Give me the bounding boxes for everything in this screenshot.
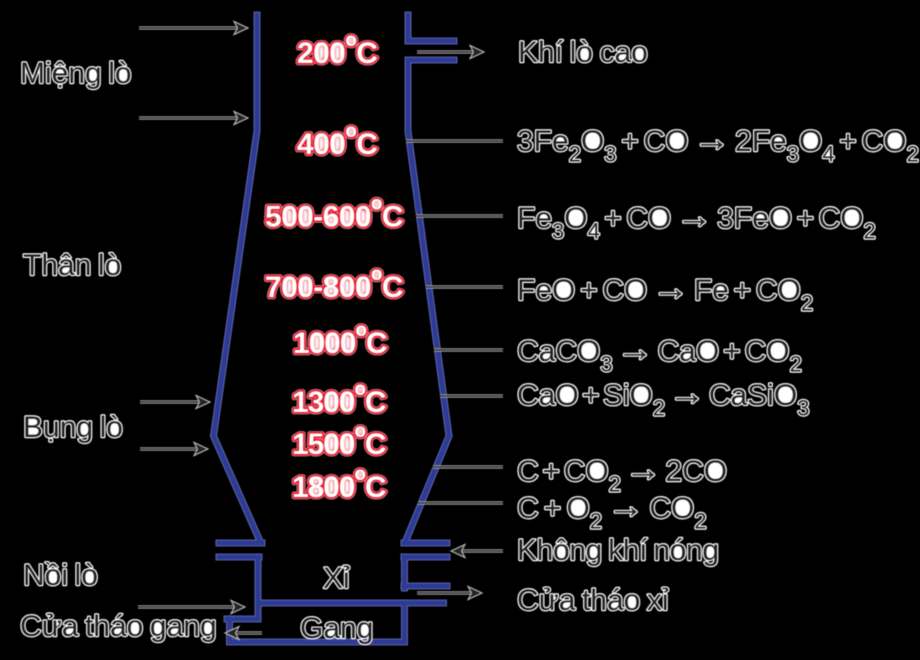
- svg-text:Bụng lò: Bụng lò: [23, 411, 123, 444]
- svg-text:Fe3O4 + CO → 3FeO + CO2: Fe3O4 + CO → 3FeO + CO2: [517, 195, 876, 244]
- svg-text:Gang: Gang: [300, 612, 373, 645]
- svg-text:Nồi lò: Nồi lò: [23, 559, 98, 592]
- svg-text:Thân lò: Thân lò: [23, 249, 121, 282]
- svg-text:3Fe2O3 + CO → 2Fe3O4 + CO2: 3Fe2O3 + CO → 2Fe3O4 + CO2: [517, 118, 919, 167]
- svg-text:Không khí nóng: Không khí nóng: [517, 534, 719, 567]
- svg-text:Cửa tháo gang: Cửa tháo gang: [20, 610, 217, 643]
- svg-text:Cửa tháo xỉ: Cửa tháo xỉ: [517, 584, 669, 617]
- svg-text:Miệng lò: Miệng lò: [20, 57, 132, 90]
- svg-text:Khí lò cao: Khí lò cao: [518, 36, 648, 69]
- svg-text:Xỉ: Xỉ: [323, 562, 350, 595]
